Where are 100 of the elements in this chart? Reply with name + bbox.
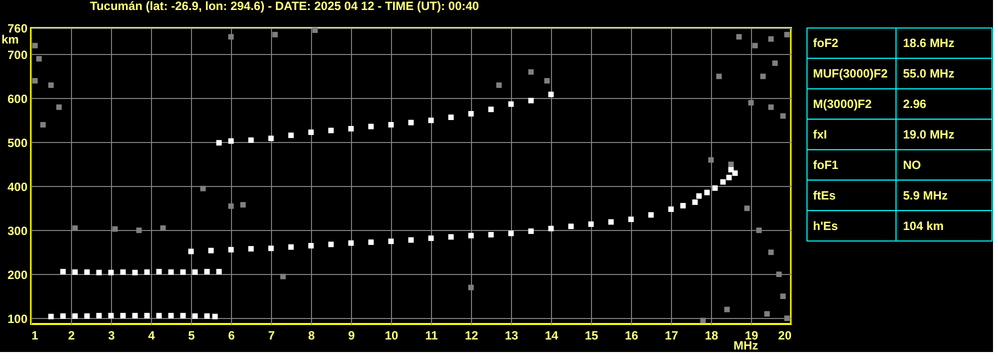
- point: [368, 124, 374, 130]
- x-tick-label: 20: [778, 328, 792, 342]
- point: [428, 235, 434, 241]
- point: [228, 138, 234, 144]
- point: [768, 104, 774, 110]
- point: [168, 312, 174, 318]
- point: [388, 122, 394, 128]
- point: [528, 98, 534, 104]
- y-tick-label: 760: [7, 22, 28, 36]
- point: [268, 246, 274, 252]
- point: [508, 101, 514, 107]
- x-tick-label: 2: [68, 328, 76, 342]
- point: [328, 128, 334, 134]
- point: [752, 42, 758, 48]
- point: [156, 312, 162, 318]
- x-tick-label: 13: [504, 328, 518, 342]
- y-tick-label: 500: [7, 136, 28, 150]
- y-tick-label: 300: [7, 224, 28, 238]
- point: [120, 312, 126, 318]
- y-axis-title: km: [2, 32, 19, 46]
- point: [228, 203, 234, 209]
- point: [72, 313, 78, 319]
- point: [700, 318, 706, 324]
- point: [776, 272, 782, 278]
- point: [96, 312, 102, 318]
- point: [204, 268, 210, 274]
- category-label: ftEs: [813, 188, 836, 202]
- text: 5.9 MHz: [903, 188, 948, 202]
- point: [680, 202, 686, 208]
- point: [96, 270, 102, 276]
- category-label: foF1: [813, 158, 839, 172]
- point: [720, 179, 726, 185]
- point: [488, 232, 494, 238]
- point: [448, 114, 454, 120]
- x-tick-label: 12: [464, 328, 478, 342]
- y-tick-label: 100: [7, 312, 28, 326]
- x-tick-label: 11: [425, 328, 438, 342]
- x-tick-label: 14: [544, 328, 558, 342]
- y-tick-label: 200: [7, 268, 28, 282]
- point: [200, 186, 206, 192]
- point: [548, 226, 554, 232]
- point: [728, 162, 734, 168]
- point: [180, 269, 186, 275]
- point: [272, 32, 278, 38]
- point: [608, 219, 614, 225]
- point: [508, 230, 514, 236]
- category-label: M(3000)F2: [813, 97, 872, 112]
- category-label: foF2: [813, 36, 839, 50]
- point: [648, 212, 654, 218]
- point: [544, 78, 550, 84]
- point: [668, 206, 674, 212]
- category-label: MUF(3000)F2: [813, 66, 888, 81]
- text: NO: [903, 158, 921, 172]
- y-tick-label: 700: [7, 48, 28, 62]
- point: [60, 313, 66, 319]
- point: [216, 140, 222, 146]
- x-tick-label: 7: [268, 328, 276, 342]
- point: [40, 122, 46, 128]
- text: 2.96: [903, 97, 926, 112]
- point: [132, 270, 138, 276]
- point: [144, 269, 150, 275]
- point: [328, 242, 334, 248]
- point: [780, 294, 786, 300]
- point: [348, 126, 354, 132]
- point: [692, 199, 698, 205]
- point: [288, 244, 294, 250]
- point: [368, 239, 374, 245]
- point: [488, 106, 494, 112]
- chart-title: Tucumán (lat: -26.9, lon: 294.6) - DATE: 2025 04 12 - TIME (UT): 00:40: [90, 0, 480, 13]
- point: [784, 316, 790, 322]
- point: [628, 216, 634, 222]
- point: [188, 248, 194, 254]
- category-label: h'Es: [813, 218, 838, 233]
- point: [288, 132, 294, 138]
- x-tick-label: 3: [108, 328, 116, 342]
- point: [312, 27, 318, 33]
- point: [548, 92, 554, 98]
- y-tick-label: 400: [7, 180, 28, 194]
- point: [144, 312, 150, 318]
- point: [428, 118, 434, 124]
- point: [192, 313, 198, 319]
- point: [716, 74, 722, 80]
- x-tick-label: 4: [148, 328, 156, 342]
- y-tick-label: 600: [7, 92, 28, 106]
- x-tick-label: 1: [32, 328, 38, 342]
- category-label: fxI: [813, 128, 828, 142]
- point: [728, 166, 734, 172]
- point: [348, 240, 354, 246]
- x-tick-label: 9: [348, 328, 356, 342]
- point: [248, 137, 254, 143]
- point: [32, 78, 38, 84]
- x-tick-label: 5: [188, 328, 196, 342]
- point: [216, 268, 222, 274]
- point: [568, 224, 574, 230]
- point: [528, 228, 534, 234]
- point: [708, 157, 714, 163]
- x-tick-label: 8: [308, 328, 316, 342]
- point: [208, 248, 214, 254]
- point: [60, 268, 66, 274]
- point: [388, 238, 394, 244]
